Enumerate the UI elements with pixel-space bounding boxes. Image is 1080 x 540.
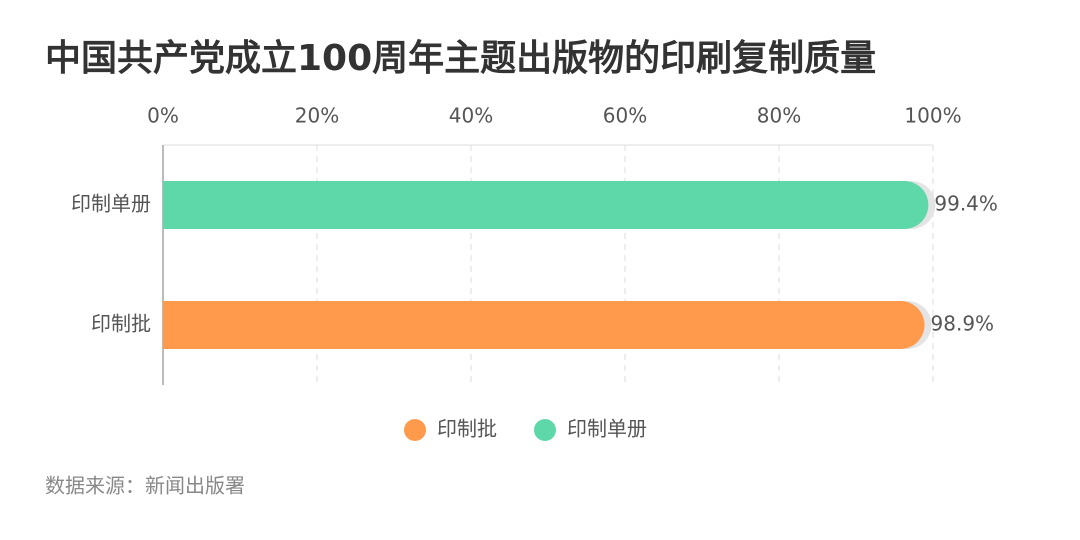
bar xyxy=(163,181,929,229)
x-tick-label: 40% xyxy=(449,104,493,128)
x-tick-label: 100% xyxy=(904,104,961,128)
x-tick-label: 20% xyxy=(295,104,339,128)
source-note: 数据来源：新闻出版署 xyxy=(45,474,245,498)
x-tick-label: 60% xyxy=(603,104,647,128)
bar xyxy=(163,301,925,349)
legend-swatch xyxy=(404,419,426,441)
y-tick-label: 印制单册 xyxy=(71,192,151,216)
x-tick-label: 0% xyxy=(147,104,179,128)
y-tick-label: 印制批 xyxy=(91,312,151,336)
value-label: 98.9% xyxy=(931,312,995,336)
chart-title: 中国共产党成立100周年主题出版物的印刷复制质量 xyxy=(45,38,876,79)
legend-label: 印制批 xyxy=(437,417,497,441)
legend-label: 印制单册 xyxy=(567,417,647,441)
x-tick-label: 80% xyxy=(757,104,801,128)
legend-swatch xyxy=(534,419,556,441)
value-label: 99.4% xyxy=(934,192,998,216)
